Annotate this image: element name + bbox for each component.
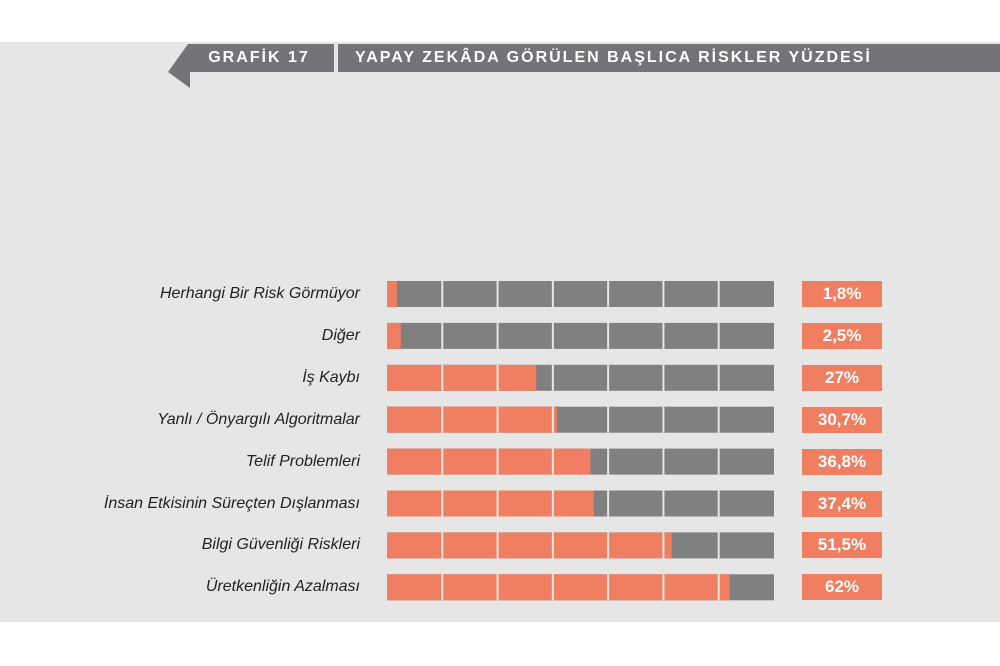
data-label: 27% [802,364,882,391]
bar-track [387,281,774,307]
category-label: Üretkenliğin Azalması [205,578,360,596]
data-label: 51,5% [802,532,882,559]
category-label: İş Kaybı [302,368,360,386]
tag-ribbon [168,44,334,72]
title-bar-shape [168,44,1000,88]
data-label: 62% [802,574,882,601]
bar [387,490,594,517]
data-label: 36,8% [802,448,882,475]
bar [387,406,557,433]
chart-tag: GRAFİK 17 [208,49,310,66]
bar-track [387,322,774,349]
category-label: Diğer [321,326,360,344]
tag-ribbon-fold [168,72,190,88]
data-label: 30,7% [802,406,882,433]
category-label: Herhangi Bir Risk Görmüyor [159,285,360,302]
data-label: 1,8% [802,281,882,307]
category-label: Bilgi Güvenliği Riskleri [201,536,360,554]
bar [387,322,401,349]
chart-title: YAPAY ZEKÂDA GÖRÜLEN BAŞLICA RİSKLER YÜZ… [355,49,872,66]
bar [387,364,537,391]
bar [387,281,397,307]
category-label: Telif Problemleri [245,452,360,470]
title-banner [338,44,1000,72]
bar [387,448,591,475]
bar [387,532,672,559]
data-label: 2,5% [802,322,882,349]
bar [387,574,730,601]
category-label: İnsan Etkisinin Süreçten Dışlanması [103,494,360,512]
category-label: Yanlı / Önyargılı Algoritmalar [157,410,360,428]
data-label: 37,4% [802,490,882,517]
